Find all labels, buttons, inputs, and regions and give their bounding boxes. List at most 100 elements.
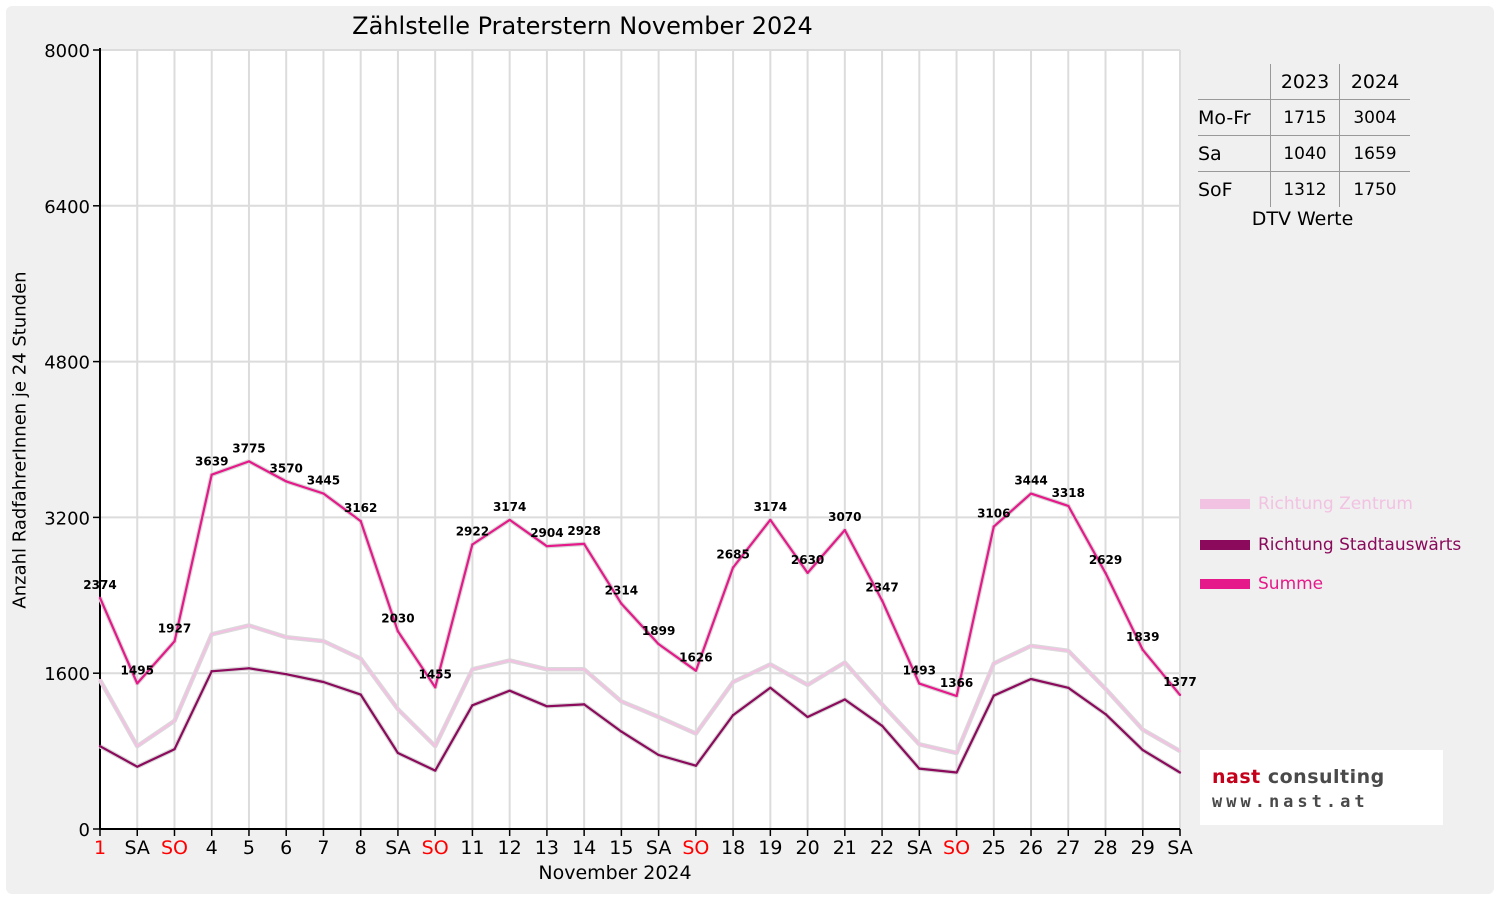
logo-part-consulting: consulting [1260, 766, 1385, 788]
x-tick-label: 4 [206, 837, 218, 859]
series-point-2 [98, 596, 102, 600]
data-label: 1377 [1163, 675, 1196, 689]
series-point-0 [843, 661, 847, 664]
data-label: 3445 [307, 474, 340, 488]
series-point-2 [210, 473, 213, 476]
logo-part-nast: nast [1212, 766, 1261, 788]
series-point-1 [1029, 677, 1033, 681]
series-point-2 [731, 566, 735, 569]
legend-item-zentrum: Richtung Zentrum [1200, 492, 1413, 516]
series-point-1 [285, 672, 288, 676]
y-tick-label: 8000 [44, 41, 90, 62]
series-point-1 [396, 751, 400, 755]
x-tick-label: 22 [870, 837, 894, 859]
dtv-table: 2023 2024 Mo-Fr 1715 3004 Sa 1040 1659 S… [1198, 64, 1410, 207]
series-point-0 [657, 715, 660, 719]
series-point-1 [620, 730, 623, 733]
dtv-value-2024: 3004 [1339, 99, 1410, 136]
series-point-1 [694, 764, 698, 767]
series-point-0 [769, 663, 772, 666]
series-point-1 [173, 747, 176, 751]
series-point-2 [1104, 571, 1107, 575]
axes: 0 1600 3200 4800 6400 8000 1 SA SO 4 5 6 7 8 SA SO 11 12 1… [44, 41, 1193, 859]
series-point-2 [582, 542, 586, 546]
series-point-2 [992, 525, 995, 528]
x-axis-label: November 2024 [538, 862, 692, 884]
data-label: 1493 [903, 664, 936, 678]
series-point-2 [769, 518, 772, 522]
series-point-1 [508, 689, 511, 692]
dtv-row-mofr: Mo-Fr 1715 3004 [1198, 99, 1410, 136]
data-labels: 2374 1495 1927 3639 3775 3570 3445 3162 2030 1455… [83, 441, 1196, 690]
dtv-value-2024: 1750 [1339, 171, 1410, 207]
data-label: 2314 [605, 584, 638, 598]
series-point-2 [955, 694, 958, 698]
x-tick-label: 6 [280, 837, 292, 859]
x-tick-label: 18 [721, 837, 745, 859]
dtv-header-2023: 2023 [1270, 64, 1340, 100]
data-label: 2374 [83, 578, 116, 592]
series-point-0 [136, 745, 139, 748]
series-point-1 [582, 703, 586, 706]
data-label: 2630 [791, 553, 824, 567]
nast-consulting-logo: nast consulting www.nast.at [1200, 750, 1443, 825]
series-point-0 [694, 732, 698, 735]
data-label: 2922 [456, 524, 489, 538]
y-tick-label: 6400 [44, 197, 90, 218]
data-label: 2904 [530, 526, 563, 540]
x-tick-label: 11 [460, 837, 484, 859]
series-point-0 [880, 703, 884, 706]
series-point-0 [582, 668, 586, 671]
series-point-0 [173, 719, 176, 723]
legend-item-stadtauswaerts: Richtung Stadtauswärts [1200, 533, 1461, 557]
y-tick-label: 0 [79, 820, 90, 841]
x-tick-label: 26 [1019, 837, 1043, 859]
series-point-2 [396, 630, 400, 633]
legend-swatch [1200, 540, 1250, 550]
x-tick-label: 14 [572, 837, 596, 859]
series-point-2 [806, 571, 809, 575]
data-label: 3570 [270, 461, 303, 475]
series-point-1 [1178, 771, 1182, 774]
data-label: 3162 [344, 501, 377, 515]
x-tick-label: 25 [982, 837, 1006, 859]
dtv-value-2023: 1312 [1270, 171, 1340, 207]
series-point-2 [471, 543, 474, 546]
series-point-1 [471, 704, 474, 707]
series-point-1 [98, 745, 102, 748]
series-point-0 [1067, 649, 1070, 653]
series-point-0 [1141, 728, 1144, 731]
data-label: 1927 [158, 621, 191, 635]
legend-item-summe: Summe [1200, 572, 1323, 596]
dtv-header-empty [1198, 64, 1271, 100]
data-label: 3174 [754, 500, 787, 514]
series-point-2 [433, 686, 437, 689]
grid [100, 49, 1181, 829]
data-label: 3775 [232, 441, 265, 455]
series-point-1 [1141, 748, 1144, 752]
series-point-0 [433, 745, 437, 748]
series-point-1 [433, 769, 437, 772]
series-point-1 [843, 698, 847, 701]
data-label: 1455 [418, 667, 451, 681]
series-point-1 [918, 767, 921, 770]
data-label: 2347 [865, 580, 898, 594]
series-point-2 [322, 492, 325, 495]
x-tick-label: 27 [1056, 837, 1080, 859]
x-tick-label: SA [646, 837, 671, 859]
data-label: 3639 [195, 455, 228, 469]
series-point-2 [136, 682, 139, 685]
series-point-0 [955, 751, 958, 755]
series-point-1 [731, 713, 735, 717]
series-point-1 [210, 670, 213, 673]
series-point-2 [843, 528, 847, 532]
x-tick-label: 13 [535, 837, 559, 859]
series-point-2 [173, 640, 176, 643]
data-label: 1899 [642, 624, 675, 638]
series-point-0 [508, 659, 511, 662]
series-point-1 [955, 771, 958, 774]
series-point-0 [918, 743, 921, 746]
data-label: 1366 [940, 676, 973, 690]
x-tick-label: SA [907, 837, 932, 859]
x-tick-label: SO [422, 837, 449, 859]
